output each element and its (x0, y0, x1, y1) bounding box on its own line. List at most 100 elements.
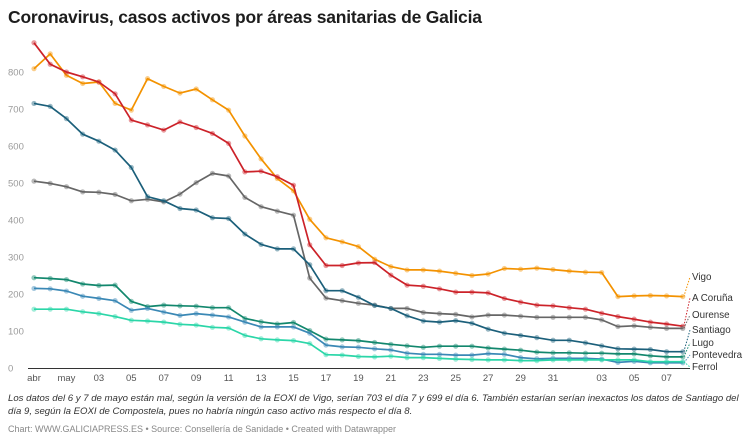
data-point (372, 302, 378, 309)
chart-credit: Chart: WWW.GALICIAPRESS.ES • Source: Con… (8, 424, 396, 434)
data-point (63, 72, 70, 78)
data-point (63, 184, 70, 190)
data-point (209, 170, 216, 176)
data-point (242, 194, 248, 201)
data-point (485, 345, 491, 351)
data-point (615, 313, 621, 320)
series-line-ferrol (34, 308, 683, 363)
data-point (420, 283, 426, 289)
data-point (80, 281, 86, 287)
data-point (469, 272, 475, 279)
data-point (80, 80, 86, 87)
x-tick-label: may (57, 373, 75, 384)
data-point (31, 178, 37, 184)
x-tick-label: 03 (94, 373, 105, 384)
data-point (680, 349, 686, 355)
data-point (339, 288, 345, 294)
data-point (453, 270, 459, 276)
data-point (209, 305, 216, 311)
data-point (226, 140, 232, 147)
data-point (96, 282, 102, 289)
data-point (193, 311, 199, 317)
data-point (534, 335, 540, 341)
data-point (453, 356, 459, 362)
data-point (47, 51, 53, 57)
data-point (485, 290, 491, 296)
data-point (290, 324, 297, 330)
y-tick-label: 0 (8, 364, 13, 375)
data-point (550, 266, 556, 273)
data-point (47, 275, 53, 282)
series-line-vigo (33, 53, 683, 298)
y-tick-label: 300 (8, 253, 24, 264)
data-point (582, 350, 589, 356)
data-point (469, 343, 475, 349)
data-point (420, 309, 426, 316)
data-point (518, 266, 524, 272)
data-point (161, 319, 167, 325)
data-point (372, 256, 378, 262)
series-label: Ferrol (692, 362, 718, 373)
x-tick-label: 25 (450, 373, 461, 384)
data-point (47, 286, 53, 292)
data-point (290, 338, 297, 344)
data-point (274, 208, 280, 214)
data-point (388, 353, 394, 359)
data-point (128, 317, 134, 323)
data-point (420, 267, 426, 273)
series-line-santiago (33, 102, 683, 353)
data-point (112, 298, 118, 304)
data-point (112, 282, 118, 288)
data-point (144, 196, 151, 202)
data-point (436, 268, 443, 274)
series-line-pontevedra (33, 287, 683, 364)
data-point (274, 174, 280, 180)
series-line-lugo (33, 276, 683, 358)
data-point (47, 61, 53, 67)
data-point (193, 124, 199, 131)
data-point (47, 103, 53, 110)
data-point (63, 116, 70, 122)
data-point (680, 359, 686, 365)
data-point (96, 138, 102, 144)
data-point (112, 147, 118, 153)
data-point (47, 180, 53, 186)
data-point (615, 346, 621, 352)
data-point (323, 295, 329, 301)
data-point (177, 90, 183, 96)
data-point (615, 357, 621, 363)
data-point (242, 332, 248, 339)
data-point (647, 353, 653, 359)
data-point (469, 352, 475, 358)
data-point (31, 306, 37, 312)
y-tick-label: 800 (8, 68, 24, 79)
data-point (31, 100, 37, 107)
x-tick-label: abr (27, 373, 41, 384)
data-point (31, 285, 37, 292)
data-point (631, 323, 637, 329)
chart-notes: Los datos del 6 y 7 de mayo están mal, s… (8, 393, 739, 417)
data-point (307, 340, 313, 347)
data-point (680, 293, 686, 300)
data-point (226, 215, 232, 222)
data-point (534, 358, 540, 364)
data-point (323, 235, 329, 241)
data-point (339, 298, 345, 304)
data-point (96, 79, 102, 85)
data-point (128, 298, 134, 304)
data-point (420, 351, 426, 357)
data-point (144, 76, 151, 82)
data-point (680, 354, 686, 360)
data-point (112, 91, 118, 97)
data-point (177, 303, 183, 309)
data-point (144, 122, 151, 128)
data-point (274, 246, 280, 252)
data-point (258, 241, 264, 248)
data-point (388, 347, 394, 353)
y-tick-label: 600 (8, 142, 24, 153)
data-point (420, 344, 426, 350)
data-point (615, 293, 621, 300)
data-point (436, 351, 443, 357)
data-point (534, 314, 540, 320)
data-point (63, 288, 70, 294)
